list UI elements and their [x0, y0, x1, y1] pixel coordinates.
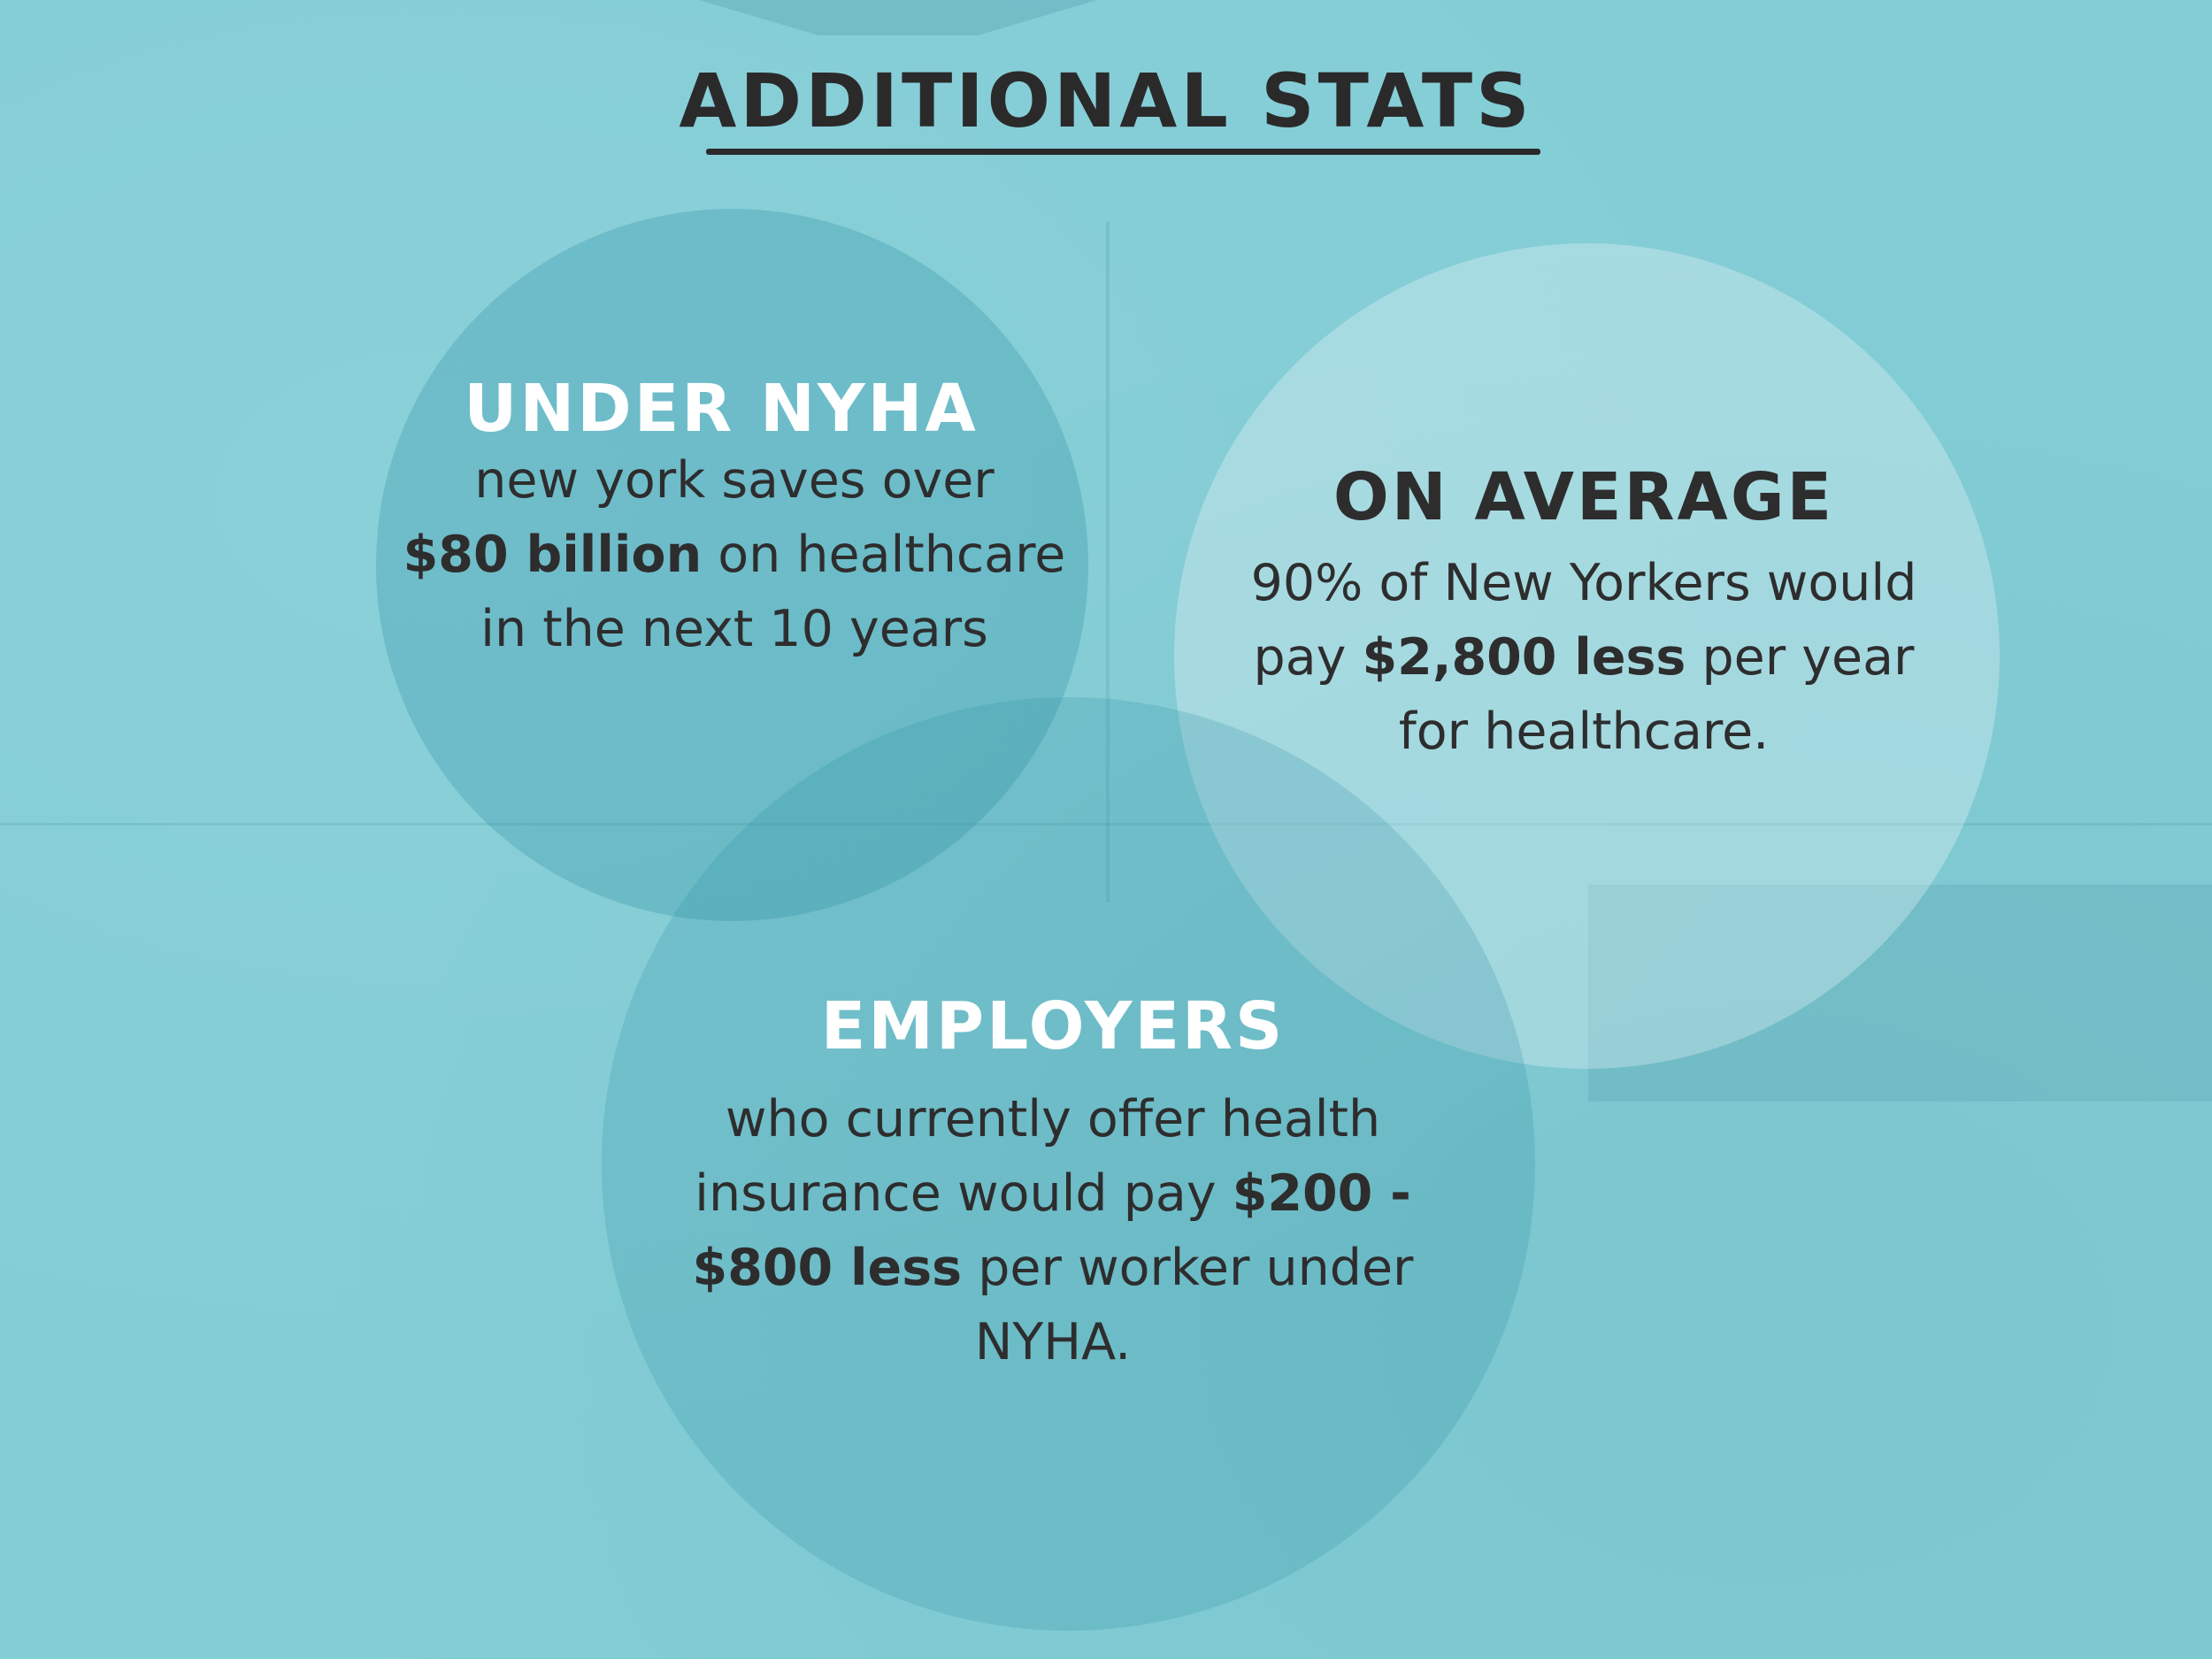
- stat-body: new york saves over $80 billion on healt…: [354, 443, 1115, 666]
- paper-fold-horizontal: [0, 823, 2212, 826]
- stat-on-average: ON AVERAGE 90% of New Yorkers would pay …: [1150, 465, 2017, 769]
- stat-body: 90% of New Yorkers would pay $2,800 less…: [1150, 546, 2017, 769]
- page-title: ADDITIONAL STATS: [679, 58, 1533, 144]
- stat-heading: ON AVERAGE: [1333, 459, 1835, 535]
- stat-line: 90% of New Yorkers would: [1250, 554, 1917, 612]
- stat-line: $80 billion on healthcare: [403, 526, 1066, 584]
- stat-under-nyha: UNDER NYHA new york saves over $80 billi…: [354, 376, 1115, 666]
- decorative-panel: [1588, 885, 2212, 1102]
- stat-circle-on-average: [1174, 243, 2000, 1069]
- stat-heading: EMPLOYERS: [820, 988, 1286, 1064]
- stat-line: new york saves over: [474, 451, 995, 510]
- stat-circle-under-nyha: [376, 209, 1088, 921]
- stat-circle-employers: [602, 697, 1535, 1631]
- stat-line: NYHA.: [974, 1313, 1132, 1371]
- stat-line: insurance would pay $200 -: [695, 1164, 1411, 1223]
- stat-line: for healthcare.: [1398, 703, 1770, 761]
- stat-employers: EMPLOYERS who currently offer health ins…: [611, 994, 1495, 1379]
- title-underline: [706, 149, 1540, 155]
- stat-line: pay $2,800 less per year: [1253, 628, 1915, 687]
- stat-body: who currently offer health insurance wou…: [611, 1082, 1495, 1379]
- stat-heading: UNDER NYHA: [464, 371, 979, 447]
- stat-line: $800 less per worker under: [692, 1239, 1414, 1297]
- stat-line: in the next 10 years: [480, 600, 988, 658]
- stat-line: who currently offer health: [725, 1090, 1381, 1148]
- paper-fold-vertical: [1106, 221, 1110, 902]
